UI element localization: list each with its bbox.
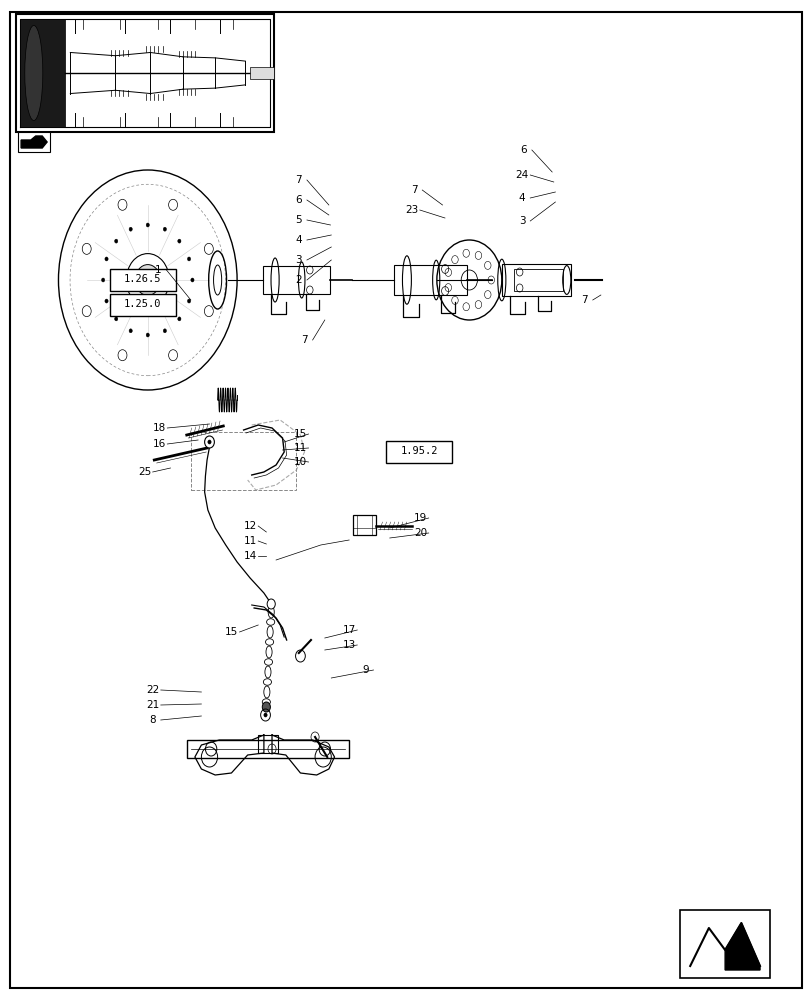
Circle shape xyxy=(262,702,270,712)
Bar xyxy=(191,432,296,490)
Text: 12: 12 xyxy=(243,521,256,531)
Text: 2: 2 xyxy=(295,275,302,285)
Circle shape xyxy=(163,227,166,231)
Text: 4: 4 xyxy=(295,235,302,245)
Text: 13: 13 xyxy=(342,640,355,650)
Circle shape xyxy=(105,299,108,303)
Circle shape xyxy=(191,278,194,282)
Bar xyxy=(258,735,277,753)
Text: 23: 23 xyxy=(405,205,418,215)
Text: 15: 15 xyxy=(294,429,307,439)
Bar xyxy=(250,67,274,79)
Circle shape xyxy=(146,223,149,227)
Text: 22: 22 xyxy=(146,685,159,695)
Bar xyxy=(263,266,329,294)
Text: 7: 7 xyxy=(410,185,417,195)
Bar xyxy=(501,264,570,296)
Ellipse shape xyxy=(25,25,43,121)
Text: 5: 5 xyxy=(295,215,302,225)
Text: 21: 21 xyxy=(146,700,159,710)
Circle shape xyxy=(82,306,91,317)
Bar xyxy=(680,910,769,978)
Circle shape xyxy=(264,713,267,717)
Circle shape xyxy=(146,333,149,337)
Text: 25: 25 xyxy=(138,467,151,477)
Text: 20: 20 xyxy=(414,528,427,538)
Text: 11: 11 xyxy=(294,443,307,453)
Circle shape xyxy=(187,257,191,261)
Bar xyxy=(393,265,466,295)
Text: 3: 3 xyxy=(295,255,302,265)
Circle shape xyxy=(118,199,127,210)
Bar xyxy=(20,19,65,127)
Polygon shape xyxy=(724,923,759,970)
Text: 15: 15 xyxy=(225,627,238,637)
Circle shape xyxy=(114,239,118,243)
Text: 1.25.0: 1.25.0 xyxy=(124,299,161,309)
Bar xyxy=(109,294,176,316)
Text: 6: 6 xyxy=(295,195,302,205)
Bar xyxy=(385,441,452,463)
Circle shape xyxy=(82,243,91,254)
Circle shape xyxy=(169,350,178,361)
Text: 3: 3 xyxy=(518,216,525,226)
Circle shape xyxy=(204,243,213,254)
Circle shape xyxy=(169,199,178,210)
Text: 16: 16 xyxy=(152,439,165,449)
Circle shape xyxy=(208,440,211,444)
Circle shape xyxy=(129,227,132,231)
Circle shape xyxy=(129,329,132,333)
Circle shape xyxy=(178,239,181,243)
Bar xyxy=(353,515,375,535)
Text: 7: 7 xyxy=(295,175,302,185)
Text: 11: 11 xyxy=(243,536,256,546)
Text: 4: 4 xyxy=(518,193,525,203)
Text: 10: 10 xyxy=(294,457,307,467)
Text: 9: 9 xyxy=(362,665,368,675)
Circle shape xyxy=(114,317,118,321)
Circle shape xyxy=(187,299,191,303)
Circle shape xyxy=(135,265,160,295)
Text: 7: 7 xyxy=(301,335,307,345)
Text: 1: 1 xyxy=(155,265,161,275)
Text: 8: 8 xyxy=(149,715,156,725)
Text: 18: 18 xyxy=(152,423,165,433)
Text: 7: 7 xyxy=(581,295,587,305)
Polygon shape xyxy=(21,136,47,148)
Text: 1.26.5: 1.26.5 xyxy=(124,274,161,284)
Circle shape xyxy=(267,599,275,609)
Bar xyxy=(109,269,176,291)
Bar xyxy=(18,132,50,152)
Bar xyxy=(187,740,349,758)
Circle shape xyxy=(204,436,214,448)
Circle shape xyxy=(105,257,108,261)
Circle shape xyxy=(101,278,105,282)
Circle shape xyxy=(163,329,166,333)
Circle shape xyxy=(178,317,181,321)
Text: 14: 14 xyxy=(243,551,256,561)
Text: 24: 24 xyxy=(515,170,528,180)
Text: 1.95.2: 1.95.2 xyxy=(400,446,437,456)
Circle shape xyxy=(118,350,127,361)
Text: 19: 19 xyxy=(414,513,427,523)
Text: 6: 6 xyxy=(520,145,526,155)
Bar xyxy=(513,269,562,291)
Text: 17: 17 xyxy=(342,625,355,635)
Bar xyxy=(16,14,274,132)
Circle shape xyxy=(204,306,213,317)
